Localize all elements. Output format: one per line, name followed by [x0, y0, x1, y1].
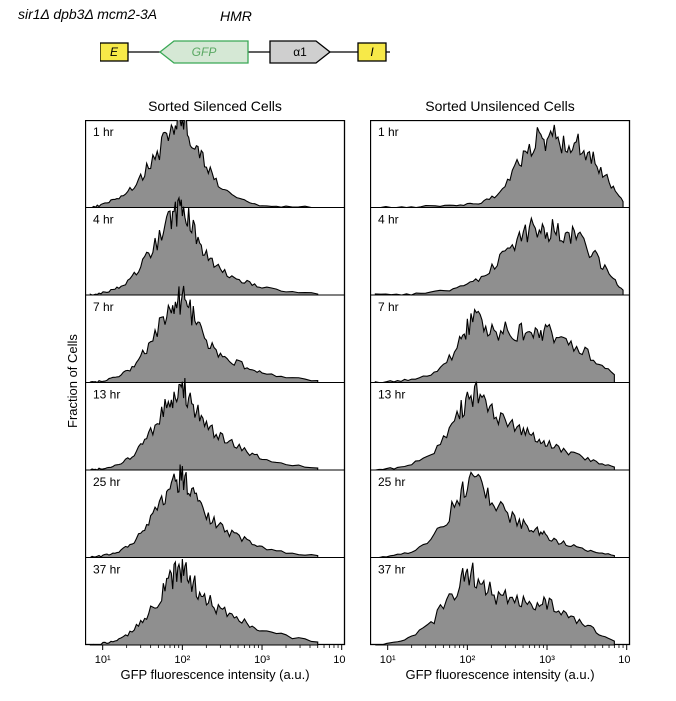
gene-diagram: EGFPα1I: [100, 30, 390, 70]
svg-text:10⁴: 10⁴: [333, 654, 346, 666]
svg-text:1 hr: 1 hr: [378, 125, 399, 139]
svg-text:10³: 10³: [539, 654, 555, 666]
histogram-panel-silenced: 1 hr 4 hr 7 hr 13 hr 25 hr 37 hr 10¹ 10² 10³ 10⁴: [85, 120, 346, 680]
svg-text:4 hr: 4 hr: [378, 213, 399, 227]
x-axis-label-right: GFP fluorescence intensity (a.u.): [370, 667, 630, 682]
panel-title-right: Sorted Unsilenced Cells: [370, 98, 630, 114]
y-axis-label: Fraction of Cells: [65, 334, 80, 428]
svg-text:13 hr: 13 hr: [378, 388, 405, 402]
svg-text:1 hr: 1 hr: [93, 125, 114, 139]
panel-title-left: Sorted Silenced Cells: [85, 98, 345, 114]
svg-text:GFP: GFP: [192, 45, 217, 59]
x-axis-label-left: GFP fluorescence intensity (a.u.): [85, 667, 345, 682]
histogram-panel-unsilenced: 1 hr 4 hr 7 hr 13 hr 25 hr 37 hr 10¹ 10² 10³ 10⁴: [370, 120, 631, 680]
genotype-label: sir1Δ dpb3Δ mcm2-3A: [18, 6, 157, 22]
svg-text:37 hr: 37 hr: [378, 563, 405, 577]
svg-text:10¹: 10¹: [380, 654, 396, 666]
svg-text:10¹: 10¹: [95, 654, 111, 666]
svg-text:25 hr: 25 hr: [378, 475, 405, 489]
svg-text:10⁴: 10⁴: [618, 654, 631, 666]
svg-text:25 hr: 25 hr: [93, 475, 120, 489]
svg-text:7 hr: 7 hr: [378, 300, 399, 314]
locus-label: HMR: [220, 8, 252, 24]
svg-text:10³: 10³: [254, 654, 270, 666]
svg-text:37 hr: 37 hr: [93, 563, 120, 577]
svg-text:13 hr: 13 hr: [93, 388, 120, 402]
svg-text:α1: α1: [293, 45, 307, 59]
svg-text:E: E: [110, 45, 119, 59]
svg-text:4 hr: 4 hr: [93, 213, 114, 227]
svg-text:10²: 10²: [174, 654, 190, 666]
svg-text:10²: 10²: [459, 654, 475, 666]
svg-text:7 hr: 7 hr: [93, 300, 114, 314]
